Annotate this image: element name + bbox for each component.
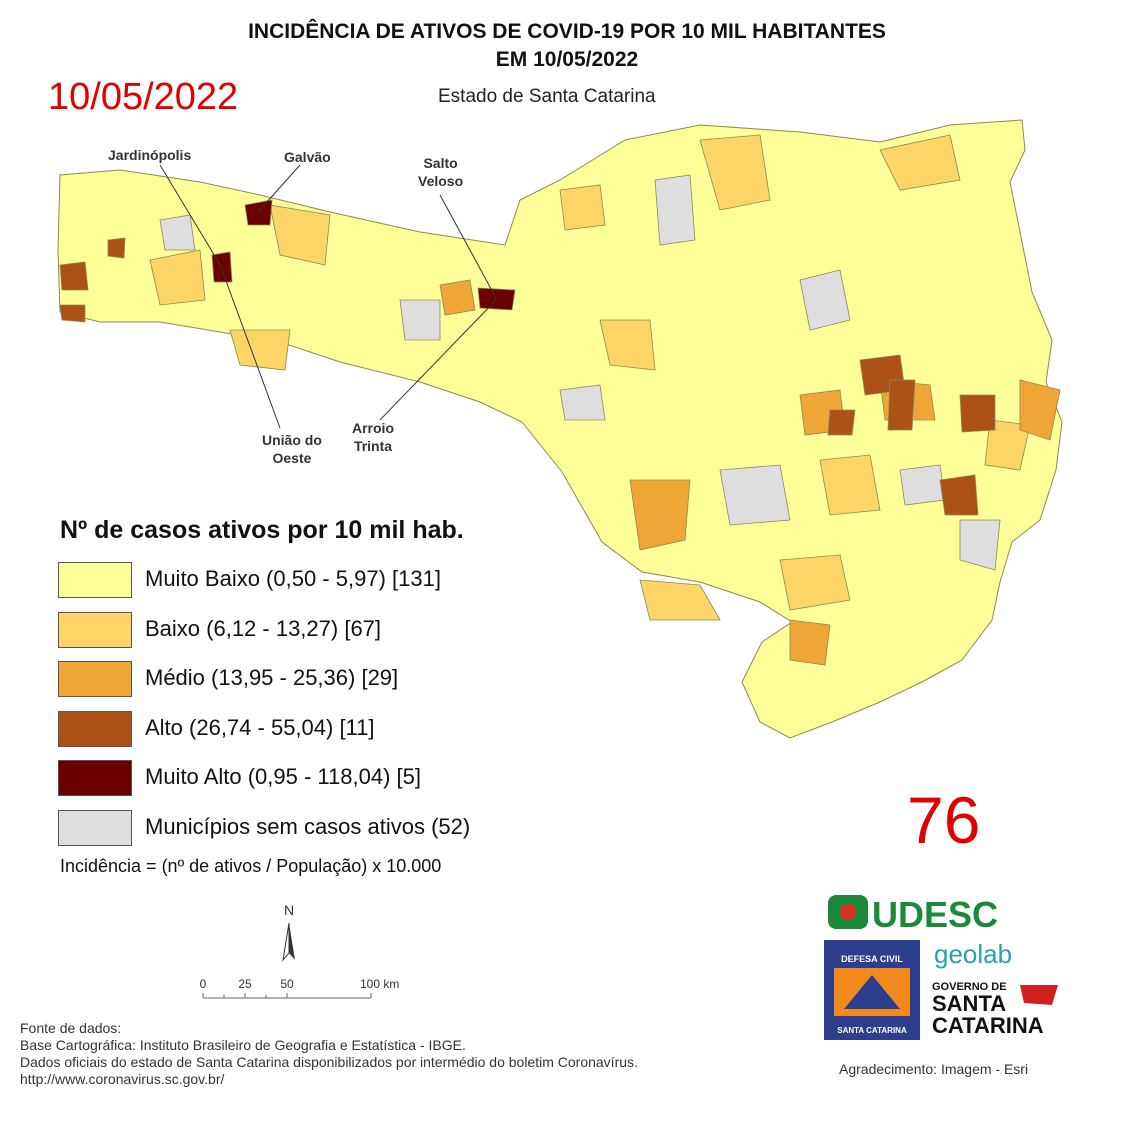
logos: UDESC DEFESA CIVIL SANTA CATARINA geolab… xyxy=(824,894,1058,1040)
north-and-scale: N 0 25 50 100 km xyxy=(200,902,399,999)
legend-label: Muito Baixo (0,50 - 5,97) [131] xyxy=(145,566,441,591)
municipality xyxy=(879,134,961,191)
municipality xyxy=(1019,379,1061,441)
municipality xyxy=(477,287,516,311)
municipality xyxy=(959,394,996,433)
municipality xyxy=(59,261,89,291)
map xyxy=(57,119,1063,739)
source-line: Dados oficiais do estado de Santa Catari… xyxy=(20,1054,638,1070)
date: 10/05/2022 xyxy=(48,76,239,118)
defesa-icon xyxy=(844,975,900,1009)
municipality xyxy=(819,454,881,516)
legend-swatch xyxy=(58,710,132,747)
udesc-icon xyxy=(840,904,856,920)
map-label-line: Trinta xyxy=(353,438,393,454)
legend-label: Médio (13,95 - 25,36) [29] xyxy=(145,665,399,690)
leader-line xyxy=(159,164,223,269)
municipality xyxy=(439,279,476,316)
legend-swatch xyxy=(58,562,132,598)
legend-swatch xyxy=(58,661,132,697)
geolab-logo: geolab xyxy=(934,939,1012,969)
legend-title: Nº de casos ativos por 10 mil hab. xyxy=(60,516,464,544)
scale-label: 0 xyxy=(200,977,207,991)
map-label-line: União do xyxy=(262,432,322,448)
municipality xyxy=(599,319,656,371)
municipality xyxy=(799,269,851,331)
north-label: N xyxy=(284,902,294,918)
legend-swatch xyxy=(58,760,132,796)
title-line: INCIDÊNCIA DE ATIVOS DE COVID-19 POR 10 … xyxy=(248,20,886,43)
municipality xyxy=(399,299,441,341)
map-label: Salto Veloso xyxy=(418,154,463,190)
defesa-logo: SANTA CATARINA xyxy=(837,1026,907,1035)
flag xyxy=(1020,985,1058,1005)
count: 76 xyxy=(907,783,981,857)
credit: Agradecimento: Imagem - Esri xyxy=(839,1061,1029,1077)
map-label-line: Salto xyxy=(423,155,458,171)
legend-label: Municípios sem casos ativos (52) xyxy=(145,813,471,839)
legend-label: Alto (26,74 - 55,04) [11] xyxy=(145,714,375,740)
municipality xyxy=(887,379,916,431)
municipality xyxy=(719,464,791,526)
municipality xyxy=(107,237,126,259)
title-line: EM 10/05/2022 xyxy=(495,48,639,71)
legend-label: Muito Alto (0,95 - 118,04) [5] xyxy=(145,764,421,789)
map-label-line: Arroio xyxy=(352,420,394,436)
leader-line xyxy=(379,299,497,421)
scale-label: 100 km xyxy=(360,977,399,991)
municipality xyxy=(827,409,856,436)
municipality xyxy=(789,619,831,666)
source-line: Base Cartográfica: Instituto Brasileiro … xyxy=(20,1037,466,1053)
municipality xyxy=(559,184,606,231)
scale-label: 50 xyxy=(280,977,294,991)
municipality xyxy=(899,464,946,506)
leader-line xyxy=(257,164,301,213)
leader-line xyxy=(439,194,497,299)
map-label-line: Oeste xyxy=(272,450,312,466)
north-arrow xyxy=(289,923,295,960)
formula: Incidência = (nº de ativos / População) … xyxy=(60,856,442,876)
legend-swatch xyxy=(58,809,132,846)
map-label: Arroio Trinta xyxy=(352,419,394,455)
map-label: Galvão xyxy=(284,149,331,165)
governo-logo: CATARINA xyxy=(932,1013,1044,1038)
municipality xyxy=(939,474,979,516)
municipality xyxy=(639,579,721,621)
defesa-logo: DEFESA CIVIL xyxy=(841,954,903,964)
municipality xyxy=(269,204,331,266)
municipality xyxy=(149,249,206,306)
municipality xyxy=(699,134,771,211)
municipality xyxy=(229,329,291,371)
map-label: União do Oeste xyxy=(262,431,322,467)
legend-swatch xyxy=(58,611,132,648)
municipality xyxy=(779,554,851,611)
municipality xyxy=(629,479,691,551)
map-label-line: Veloso xyxy=(418,173,464,189)
map-label: Jardinópolis xyxy=(108,147,192,163)
municipality xyxy=(159,214,196,251)
legend-label: Baixo (6,12 - 13,27) [67] xyxy=(145,615,382,641)
municipality xyxy=(654,174,696,246)
north-arrow xyxy=(282,922,290,962)
source-line: http://www.coronavirus.sc.gov.br/ xyxy=(20,1071,225,1087)
municipality xyxy=(59,304,86,323)
scale-bar xyxy=(202,993,372,999)
leader-line xyxy=(221,269,281,429)
municipality xyxy=(984,419,1031,471)
governo-logo: SANTA xyxy=(932,991,1006,1016)
sources: Fonte de dados: Base Cartográfica: Insti… xyxy=(20,1020,638,1088)
source-line: Fonte de dados: xyxy=(20,1020,122,1036)
municipality xyxy=(959,519,1001,571)
municipality xyxy=(559,384,606,421)
scale-label: 25 xyxy=(238,977,252,991)
governo-logo: GOVERNO DE xyxy=(932,981,1007,993)
subtitle: Estado de Santa Catarina xyxy=(438,86,656,107)
municipality xyxy=(244,199,273,226)
udesc-logo: UDESC xyxy=(872,894,998,935)
